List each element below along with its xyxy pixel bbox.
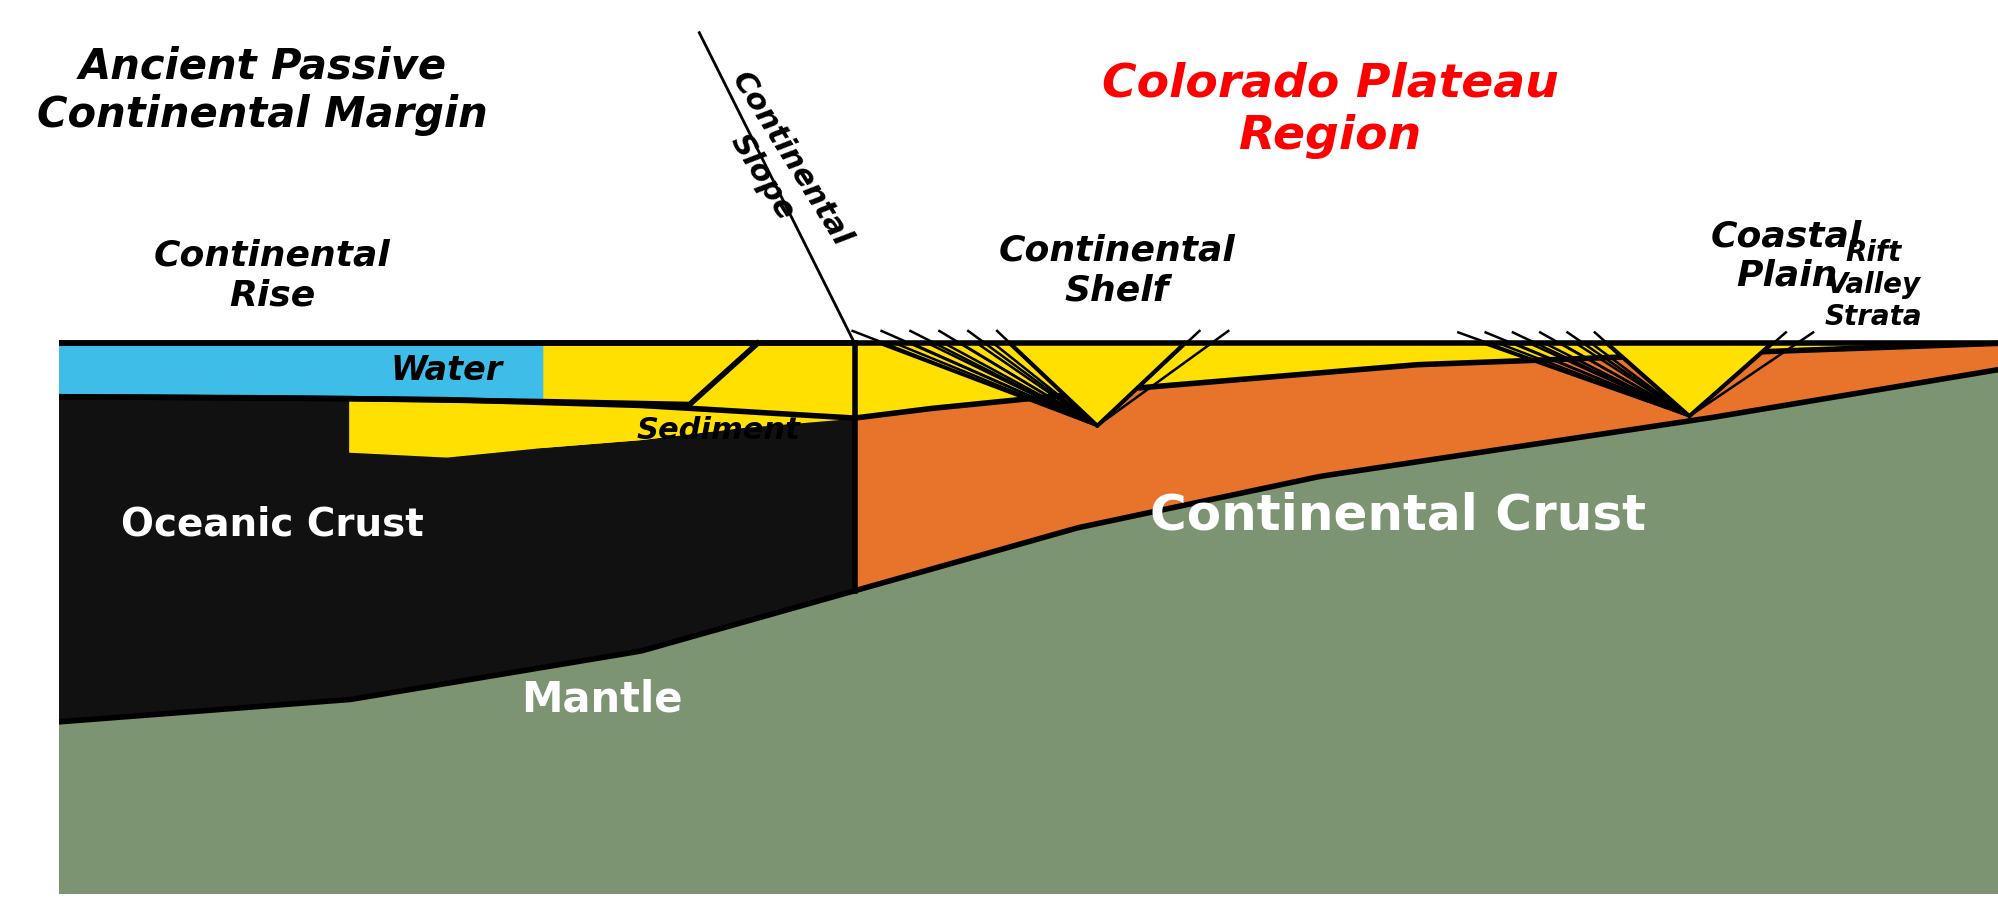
Polygon shape: [58, 396, 855, 722]
Text: Sediment: Sediment: [637, 416, 799, 445]
Polygon shape: [543, 344, 1998, 447]
Text: Oceanic Crust: Oceanic Crust: [120, 506, 424, 544]
Text: Continental
Shelf: Continental Shelf: [997, 234, 1235, 307]
Text: Rift
Valley
Strata: Rift Valley Strata: [1824, 239, 1922, 331]
Polygon shape: [855, 344, 1998, 418]
Text: Colorado Plateau
Region: Colorado Plateau Region: [1101, 62, 1558, 159]
Polygon shape: [855, 344, 1998, 590]
Text: Water: Water: [392, 354, 503, 387]
Polygon shape: [1606, 344, 1770, 416]
Text: Mantle: Mantle: [521, 678, 683, 720]
Polygon shape: [58, 344, 757, 405]
Polygon shape: [1009, 344, 1185, 426]
Text: Continental
Rise: Continental Rise: [154, 239, 390, 312]
Text: Continental Crust: Continental Crust: [1149, 491, 1644, 539]
Text: Continental
Slope: Continental Slope: [697, 67, 855, 270]
Polygon shape: [350, 344, 757, 457]
Text: Ancient Passive
Continental Margin: Ancient Passive Continental Margin: [38, 45, 488, 136]
Text: Coastal
Plain: Coastal Plain: [1710, 219, 1860, 293]
Polygon shape: [58, 369, 1998, 893]
Polygon shape: [58, 14, 1998, 344]
